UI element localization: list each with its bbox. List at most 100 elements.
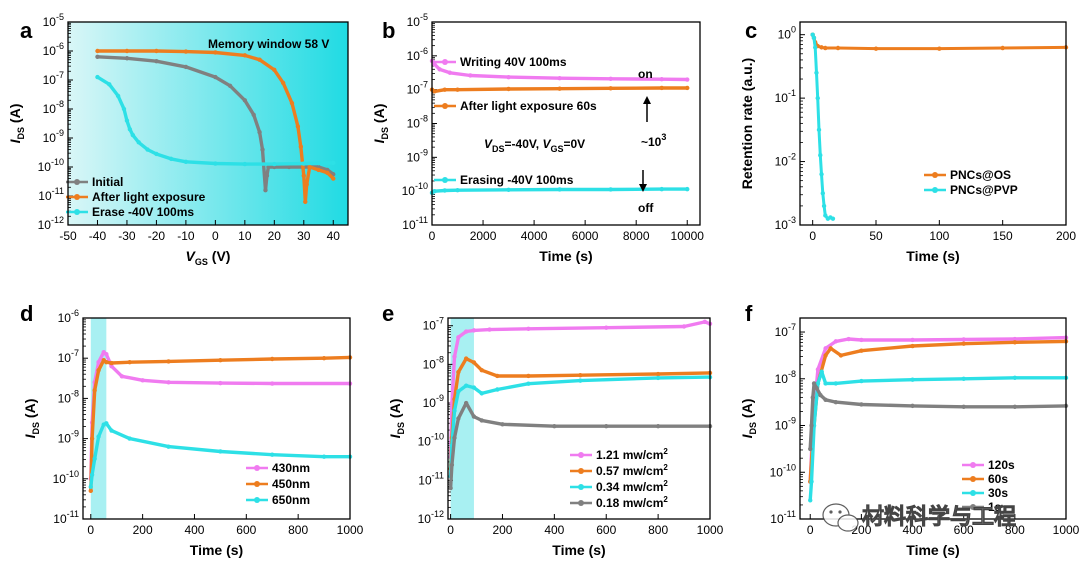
data-point <box>557 75 562 81</box>
data-point <box>104 351 109 357</box>
y-tick-label: 10-9 <box>407 147 428 164</box>
data-point <box>463 400 469 406</box>
x-tick-label: 600 <box>596 523 616 537</box>
data-point <box>655 371 661 377</box>
data-point <box>811 381 817 386</box>
annotation-ratio: ~103 <box>641 132 666 149</box>
data-point <box>659 186 664 192</box>
data-point <box>487 327 492 332</box>
x-axis-label: Time (s) <box>539 248 592 264</box>
y-tick-label: 10-9 <box>58 429 79 446</box>
data-point <box>104 360 109 365</box>
data-point <box>819 369 824 374</box>
y-tick-label: 10-8 <box>407 114 428 131</box>
data-point <box>452 408 457 413</box>
y-tick-label: 10-11 <box>53 509 79 526</box>
x-tick-label: -50 <box>59 229 77 243</box>
x-tick-label: 100 <box>929 229 949 243</box>
legend-label: 450nm <box>272 477 310 491</box>
data-point <box>242 98 248 103</box>
data-point <box>456 369 461 375</box>
data-point <box>452 435 457 441</box>
legend-label: 120s <box>988 458 1015 472</box>
data-point <box>124 48 130 54</box>
legend-marker <box>74 194 80 200</box>
data-point <box>154 48 159 54</box>
y-tick-label: 10-6 <box>43 41 64 58</box>
panel-b: b 0 2000 4000 6000 8000 10000 10-11 10-10 10-9 10-… <box>371 12 704 264</box>
legend-label: 0.57 mw/cm2 <box>596 463 668 478</box>
data-point <box>95 48 100 54</box>
data-point <box>818 153 823 158</box>
data-point <box>321 356 327 361</box>
data-point <box>456 335 461 340</box>
legend-label: 650nm <box>272 493 310 507</box>
legend-label: Erase -40V 100ms <box>92 205 194 219</box>
data-point <box>145 147 150 152</box>
plot-frame <box>67 21 349 226</box>
data-point <box>88 488 93 494</box>
series-line-430nm <box>89 350 350 479</box>
data-point <box>506 187 511 193</box>
data-point <box>526 381 531 386</box>
data-point <box>471 328 477 333</box>
data-point <box>88 484 93 490</box>
y-axis-label: IDS (A) <box>739 399 758 439</box>
data-point <box>432 89 437 94</box>
legend-marker <box>442 103 448 109</box>
legend-label: 30s <box>988 486 1008 500</box>
data-point <box>1012 404 1018 410</box>
series-line-erase-40v-100ms <box>96 75 334 166</box>
panel-label-f: f <box>745 301 753 326</box>
x-tick-label: 800 <box>648 523 668 537</box>
y-tick-label: 10-11 <box>770 509 796 526</box>
y-tick-label: 10-12 <box>418 509 444 526</box>
y-tick-label: 10-5 <box>43 12 64 29</box>
data-point <box>270 452 275 457</box>
x-tick-label: 50 <box>869 229 883 243</box>
data-point <box>835 45 841 51</box>
legend-marker <box>74 179 80 185</box>
data-point <box>823 353 828 358</box>
x-axis-label: VGS (V) <box>186 248 231 267</box>
data-point <box>823 213 828 218</box>
data-point <box>526 326 531 332</box>
series-line-60s <box>808 339 1067 482</box>
data-point <box>820 191 825 196</box>
data-point <box>448 485 453 491</box>
data-point <box>479 418 484 423</box>
legend-marker <box>442 59 448 65</box>
data-point <box>578 378 583 383</box>
legend-marker <box>578 500 584 506</box>
y-tick-label: 10-7 <box>407 80 428 97</box>
data-point <box>270 356 275 362</box>
legend-marker <box>578 484 584 490</box>
x-tick-label: 600 <box>954 523 974 537</box>
data-point <box>325 170 330 175</box>
data-point <box>264 173 270 178</box>
data-point <box>109 360 114 366</box>
data-point <box>127 436 132 441</box>
data-point <box>506 74 511 80</box>
x-tick-label: 20 <box>268 229 282 243</box>
data-point <box>183 159 189 164</box>
x-tick-label: 150 <box>993 229 1013 243</box>
data-point <box>166 444 171 449</box>
series-line-1-21-mw-cm <box>448 320 711 458</box>
data-point <box>92 388 97 393</box>
x-tick-label: 40 <box>327 229 341 243</box>
panel-d: d 0 200 400 600 800 1000 10-11 10-10 10-9 10-8 10-7… <box>20 301 364 558</box>
series-line-30s <box>808 370 1066 501</box>
data-point <box>681 324 687 329</box>
y-tick-label: 10-10 <box>402 181 428 198</box>
panel-label-e: e <box>382 301 394 326</box>
legend-marker <box>254 465 260 471</box>
data-point <box>910 403 915 409</box>
data-point <box>937 46 942 51</box>
series-line-1s <box>808 381 1067 449</box>
panel-c: c 0 50 100 150 200 10-3 10-2 10-1 100 PNCs@OSPNCs@… <box>739 18 1076 264</box>
y-tick-label: 10-11 <box>418 470 444 487</box>
data-point <box>331 176 336 181</box>
data-point <box>604 325 609 330</box>
legend-marker <box>932 187 938 193</box>
